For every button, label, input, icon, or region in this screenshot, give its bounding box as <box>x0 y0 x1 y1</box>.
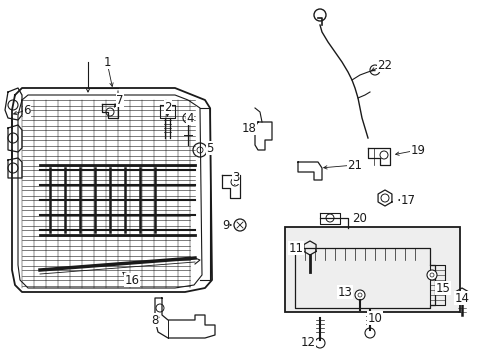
Circle shape <box>314 338 325 348</box>
Text: 8: 8 <box>151 314 159 327</box>
Circle shape <box>306 245 312 251</box>
Text: 13: 13 <box>337 285 352 298</box>
Circle shape <box>458 292 464 298</box>
Text: 12: 12 <box>300 336 315 348</box>
Text: 7: 7 <box>116 94 123 107</box>
Circle shape <box>197 147 203 153</box>
Circle shape <box>313 9 325 21</box>
Circle shape <box>364 328 374 338</box>
Text: 1: 1 <box>103 55 110 68</box>
Text: 9: 9 <box>222 219 229 231</box>
Text: 14: 14 <box>453 292 468 305</box>
Text: 11: 11 <box>288 242 303 255</box>
Circle shape <box>429 273 433 277</box>
Text: 17: 17 <box>400 194 415 207</box>
Text: 19: 19 <box>409 144 425 157</box>
Circle shape <box>106 108 114 116</box>
Text: 22: 22 <box>377 59 392 72</box>
Circle shape <box>325 214 333 222</box>
Circle shape <box>156 304 163 312</box>
Text: 18: 18 <box>241 122 256 135</box>
Circle shape <box>354 290 364 300</box>
Text: 21: 21 <box>347 158 362 171</box>
Text: 5: 5 <box>206 141 213 154</box>
Text: 2: 2 <box>164 100 171 113</box>
Circle shape <box>426 270 436 280</box>
Bar <box>285 227 459 312</box>
Circle shape <box>193 143 206 157</box>
Text: 15: 15 <box>435 282 449 294</box>
Circle shape <box>183 113 193 123</box>
Text: 4: 4 <box>186 112 193 125</box>
Circle shape <box>234 219 245 231</box>
Text: 10: 10 <box>367 311 382 324</box>
Circle shape <box>357 293 361 297</box>
Circle shape <box>230 178 239 186</box>
Circle shape <box>380 194 388 202</box>
Circle shape <box>369 65 379 75</box>
Circle shape <box>8 100 18 110</box>
Circle shape <box>8 133 18 143</box>
Circle shape <box>379 151 387 159</box>
Text: 20: 20 <box>352 212 366 225</box>
Text: 6: 6 <box>23 104 31 117</box>
Text: 16: 16 <box>124 274 139 287</box>
Circle shape <box>8 163 18 173</box>
Circle shape <box>185 116 190 120</box>
Text: 3: 3 <box>232 171 239 184</box>
